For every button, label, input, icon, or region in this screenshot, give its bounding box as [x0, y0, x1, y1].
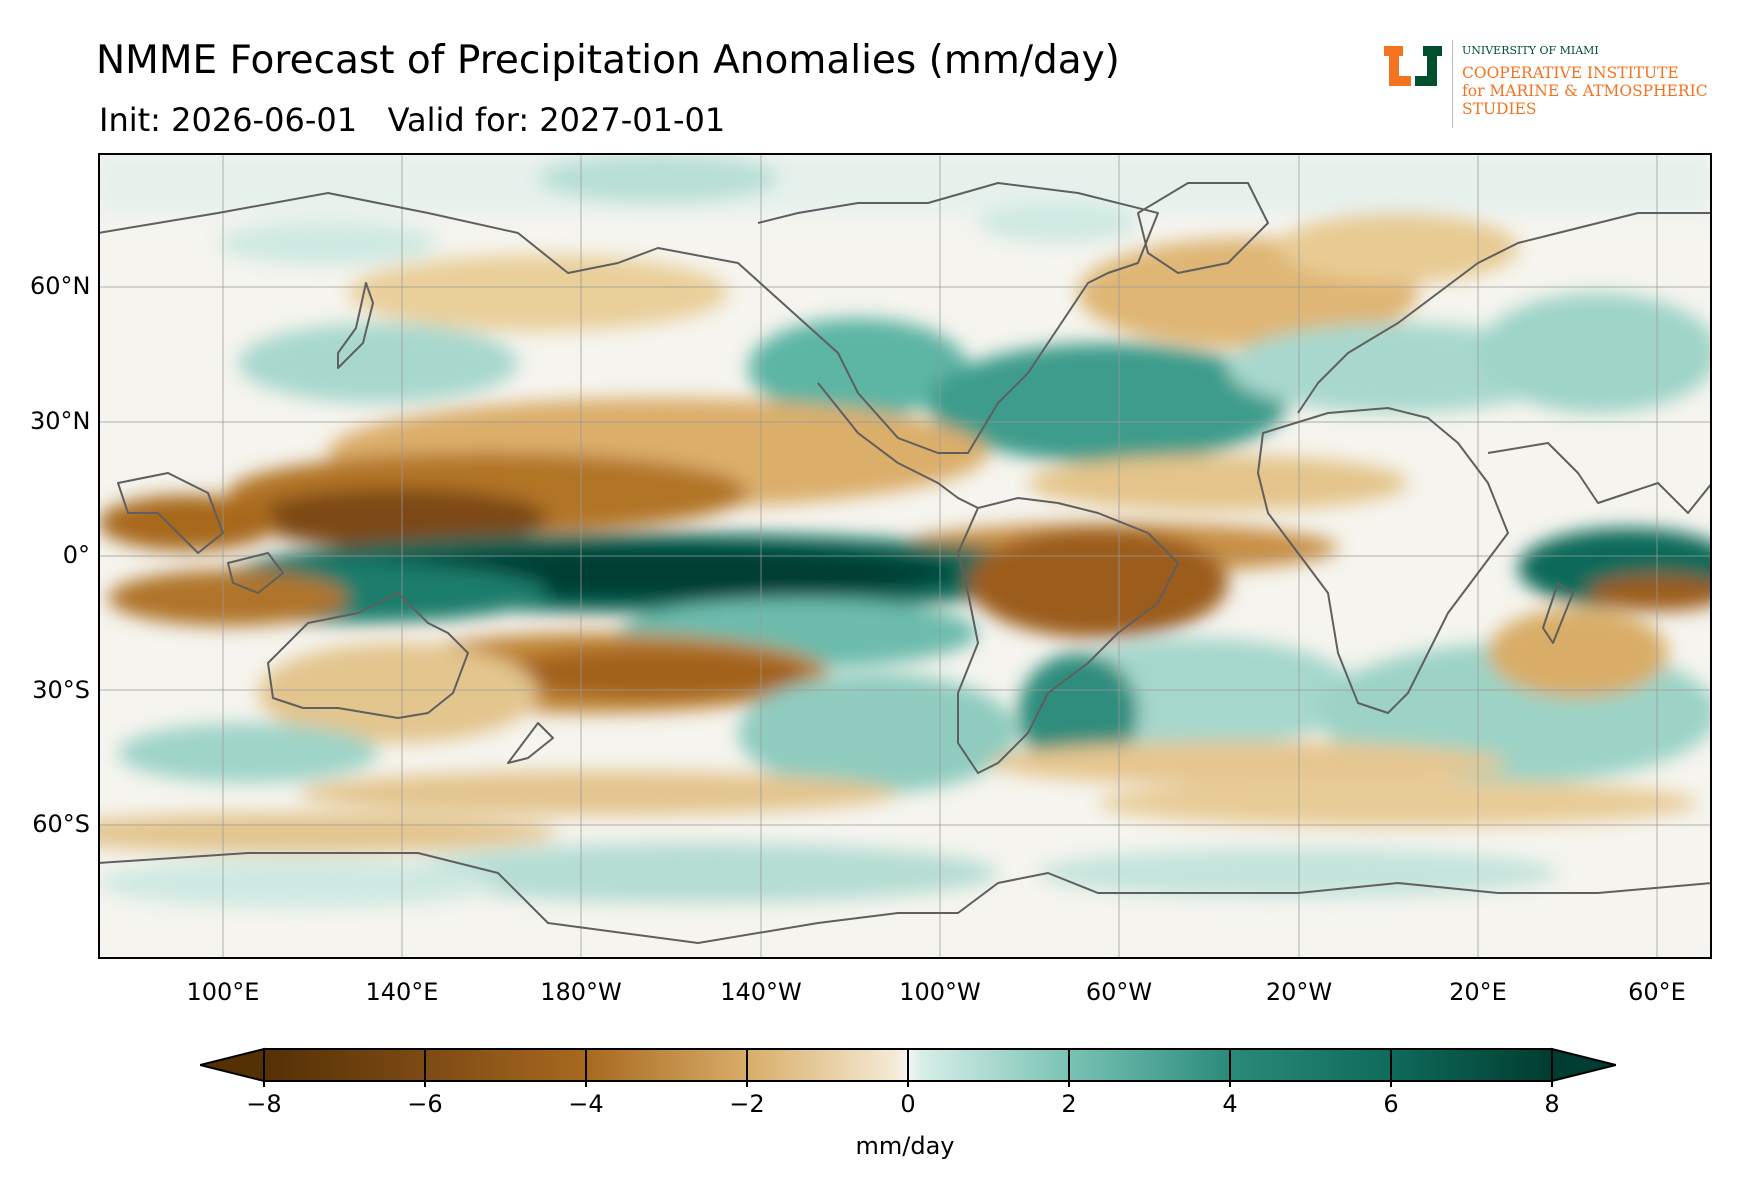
graticule — [98, 153, 1712, 959]
logo-line-1: COOPERATIVE INSTITUTE — [1462, 64, 1679, 82]
colorbar-tick-6: 6 — [1383, 1090, 1399, 1118]
colorbar-label: mm/day — [855, 1132, 955, 1160]
colorbar-extend-low — [200, 1047, 265, 1083]
colorbar-tick-neg2: −2 — [729, 1090, 765, 1118]
colorbar-tick-2: 2 — [1061, 1090, 1077, 1118]
lon-label-100w: 100°W — [899, 978, 981, 1006]
lon-label-180w: 180°W — [540, 978, 622, 1006]
anomaly-field — [98, 153, 1712, 908]
precipitation-anomaly-map — [98, 153, 1712, 959]
logo-line-3: STUDIES — [1462, 100, 1537, 118]
init-valid-dates: Init: 2026-06-01 Valid for: 2027-01-01 — [99, 101, 726, 139]
lat-label-60n: 60°N — [30, 272, 91, 300]
lon-label-20e: 20°E — [1449, 978, 1507, 1006]
logo-divider — [1452, 40, 1453, 128]
colorbar-tick-8: 8 — [1544, 1090, 1560, 1118]
colorbar — [200, 1047, 1616, 1087]
map-title: NMME Forecast of Precipitation Anomalies… — [96, 38, 1120, 83]
lon-label-140e: 140°E — [365, 978, 439, 1006]
colorbar-ticks — [263, 1049, 1553, 1087]
logo-university: UNIVERSITY OF MIAMI — [1462, 44, 1599, 57]
lon-label-100e: 100°E — [186, 978, 260, 1006]
lon-label-60e: 60°E — [1628, 978, 1686, 1006]
lon-label-20w: 20°W — [1265, 978, 1333, 1006]
lat-label-30s: 30°S — [32, 676, 90, 704]
logo-line-2: for MARINE & ATMOSPHERIC — [1462, 82, 1708, 100]
u-logo-icon — [1384, 46, 1442, 86]
colorbar-tick-4: 4 — [1222, 1090, 1238, 1118]
colorbar-extend-high — [1551, 1047, 1616, 1083]
colorbar-tick-0: 0 — [900, 1090, 916, 1118]
lon-label-140w: 140°W — [720, 978, 802, 1006]
colorbar-tick-neg8: −8 — [246, 1090, 282, 1118]
coastlines — [98, 182, 1712, 944]
lon-label-60w: 60°W — [1085, 978, 1153, 1006]
university-logo: UNIVERSITY OF MIAMI COOPERATIVE INSTITUT… — [1384, 38, 1744, 133]
lat-label-60s: 60°S — [32, 810, 90, 838]
colorbar-tick-neg6: −6 — [407, 1090, 443, 1118]
lat-label-0: 0° — [62, 541, 90, 569]
map-frame — [98, 153, 1712, 959]
colorbar-tick-neg4: −4 — [568, 1090, 604, 1118]
lat-label-30n: 30°N — [30, 407, 91, 435]
